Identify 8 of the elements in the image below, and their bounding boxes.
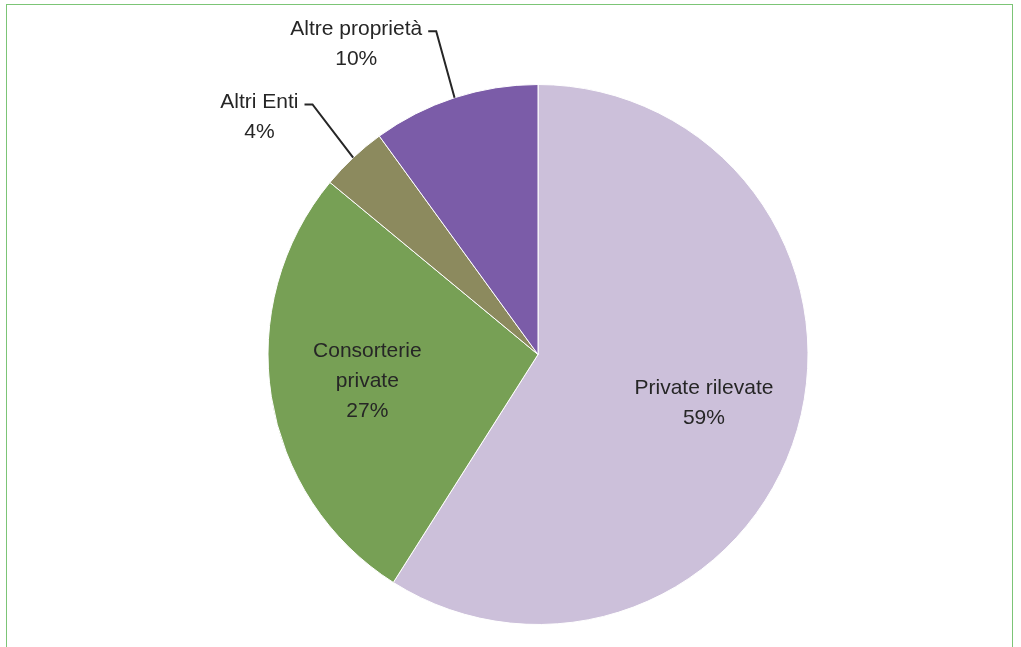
slice-label: Altri Enti bbox=[220, 89, 299, 113]
data-label: 4% bbox=[244, 119, 275, 143]
data-label: 10% bbox=[335, 46, 378, 70]
slice-label: Consorterie private bbox=[313, 338, 422, 392]
slice-label: Private rilevate bbox=[634, 374, 774, 398]
data-label: 59% bbox=[682, 404, 725, 428]
data-label: 27% bbox=[346, 398, 389, 422]
slice-label: Altre proprietà bbox=[290, 16, 423, 40]
